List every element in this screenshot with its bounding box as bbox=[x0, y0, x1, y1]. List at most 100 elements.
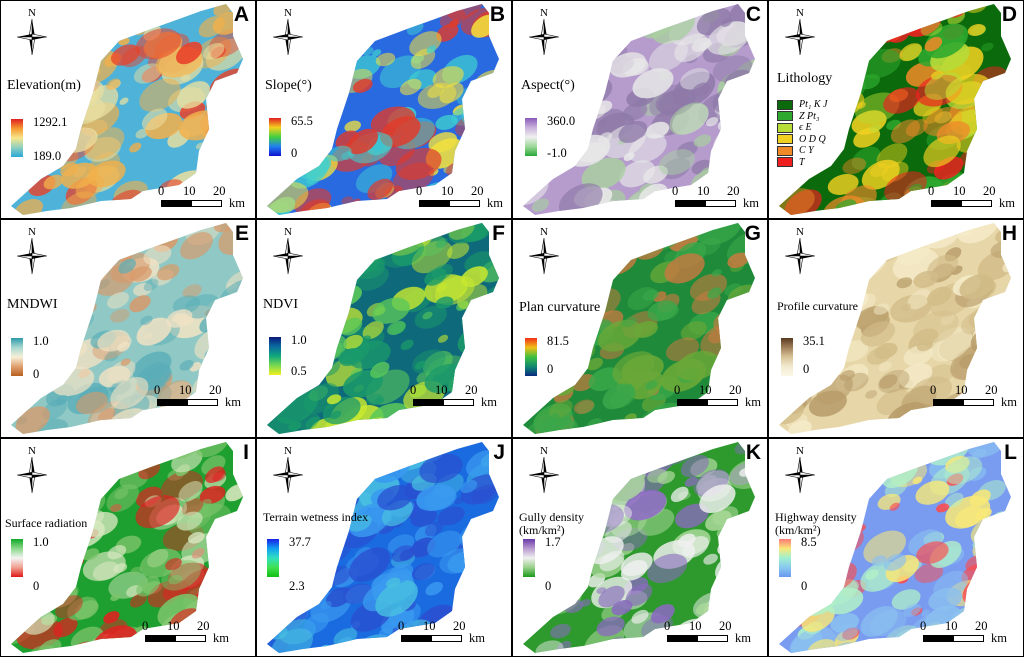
panel-letter: E bbox=[234, 222, 249, 245]
legend-max: 1.7 bbox=[545, 535, 561, 549]
scale-bar: 0 10 20 km bbox=[920, 619, 1007, 645]
scale-bar: 0 10 20 km bbox=[416, 184, 503, 210]
scale-bar: 0 10 20 km bbox=[672, 184, 759, 210]
study-area-map bbox=[267, 442, 499, 653]
legend-title: Lithology bbox=[777, 71, 833, 86]
scale-bar: 0 10 20 km bbox=[664, 619, 751, 645]
legend-min: 0 bbox=[545, 579, 552, 593]
panel-letter: G bbox=[744, 222, 761, 245]
legend-title: Surface radiation bbox=[5, 516, 88, 530]
legend-min: -1.0 bbox=[547, 146, 567, 160]
legend-min: 0 bbox=[547, 362, 554, 376]
map-panel-e: E N MNDWI 1.0 0 0 10 20 km bbox=[0, 219, 256, 438]
north-arrow-icon: N bbox=[783, 7, 817, 59]
north-arrow-icon: N bbox=[271, 7, 305, 59]
legend-title: Profile curvature bbox=[777, 299, 858, 313]
legend-min: 0.5 bbox=[291, 364, 307, 378]
color-ramp bbox=[523, 539, 535, 577]
legend-title: MNDWI bbox=[7, 297, 58, 312]
panel-letter: H bbox=[1001, 222, 1017, 245]
color-ramp bbox=[11, 338, 23, 376]
legend-min: 0 bbox=[801, 579, 808, 593]
legend-max: 65.5 bbox=[291, 114, 313, 128]
lithology-legend-item: ϵ E bbox=[777, 122, 827, 134]
north-arrow-icon: N bbox=[527, 226, 561, 278]
map-panel-i: I N Surface radiation 1.0 0 0 10 20 km bbox=[0, 438, 256, 657]
legend-max: 37.7 bbox=[289, 535, 311, 549]
color-ramp bbox=[269, 337, 281, 375]
map-panel-h: H N Profile curvature 35.1 0 0 10 20 km bbox=[768, 219, 1024, 438]
legend-title: Gully density (km/km²) bbox=[519, 510, 584, 537]
scale-bar: 0 10 20 km bbox=[398, 619, 485, 645]
north-arrow-icon: N bbox=[15, 445, 49, 497]
color-ramp bbox=[269, 118, 281, 156]
north-arrow-icon: N bbox=[783, 226, 817, 278]
map-panel-c: C N Aspect(°) 360.0 -1.0 0 10 20 km bbox=[512, 0, 768, 219]
study-area-map bbox=[779, 223, 1011, 434]
legend-min: 0 bbox=[291, 146, 298, 160]
scale-bar: 0 10 20 km bbox=[158, 184, 245, 210]
map-panel-f: F N NDVI 1.0 0.5 0 10 20 km bbox=[256, 219, 512, 438]
lithology-legend-item: C Y bbox=[777, 145, 827, 157]
lithology-legend-item: T bbox=[777, 157, 827, 169]
scale-bar: 0 10 20 km bbox=[142, 619, 229, 645]
scale-bar: 0 10 20 km bbox=[930, 383, 1017, 409]
north-arrow-icon: N bbox=[15, 226, 49, 278]
legend-title: Plan curvature bbox=[519, 300, 601, 315]
study-area-map bbox=[523, 223, 755, 434]
panel-letter: J bbox=[493, 441, 505, 464]
panel-letter: F bbox=[492, 222, 505, 245]
lithology-legend-item: O D Q bbox=[777, 134, 827, 146]
panel-letter: I bbox=[243, 441, 249, 464]
legend-title: Slope(°) bbox=[265, 78, 312, 93]
color-ramp bbox=[525, 338, 537, 376]
legend-title: Terrain wetness index bbox=[263, 510, 369, 524]
study-area-map bbox=[267, 223, 499, 434]
color-ramp bbox=[11, 119, 23, 157]
study-area-map bbox=[11, 4, 243, 215]
color-ramp bbox=[779, 539, 791, 577]
north-arrow-icon: N bbox=[271, 226, 305, 278]
north-arrow-icon: N bbox=[783, 445, 817, 497]
legend-title: Highway density (km/km²) bbox=[775, 510, 857, 537]
color-ramp bbox=[267, 539, 279, 577]
legend-min: 0 bbox=[803, 362, 810, 376]
legend-title: Aspect(°) bbox=[521, 78, 575, 93]
legend-max: 1292.1 bbox=[33, 115, 68, 129]
legend-max: 1.0 bbox=[33, 334, 49, 348]
north-arrow-icon: N bbox=[271, 445, 305, 497]
map-panel-l: L N Highway density (km/km²) 8.5 0 0 10 20… bbox=[768, 438, 1024, 657]
north-arrow-icon: N bbox=[15, 7, 49, 59]
color-ramp bbox=[781, 338, 793, 376]
lithology-legend-item: Pt₁ K J bbox=[777, 99, 827, 111]
north-arrow-icon: N bbox=[527, 445, 561, 497]
legend-min: 0 bbox=[33, 367, 40, 381]
map-panel-b: B N Slope(°) 65.5 0 0 10 20 km bbox=[256, 0, 512, 219]
legend-max: 1.0 bbox=[33, 535, 49, 549]
study-area-map bbox=[523, 4, 755, 215]
panel-letter: C bbox=[745, 3, 761, 26]
legend-max: 360.0 bbox=[547, 114, 576, 128]
study-area-map bbox=[523, 442, 755, 653]
legend-min: 189.0 bbox=[33, 149, 62, 163]
color-ramp bbox=[11, 539, 23, 577]
study-area-map bbox=[267, 4, 499, 215]
legend-max: 81.5 bbox=[547, 334, 569, 348]
panel-letter: B bbox=[489, 3, 505, 26]
map-panel-a: A N Elevation(m) 1292.1 189.0 0 10 20 km bbox=[0, 0, 256, 219]
panel-letter: D bbox=[1001, 3, 1017, 26]
map-panel-k: K N Gully density (km/km²) 1.7 0 0 10 20 k… bbox=[512, 438, 768, 657]
north-arrow-icon: N bbox=[527, 7, 561, 59]
panel-letter: A bbox=[233, 3, 249, 26]
lithology-legend-item: Z Pt₃ bbox=[777, 111, 827, 123]
legend-max: 1.0 bbox=[291, 333, 307, 347]
scale-bar: 0 10 20 km bbox=[154, 383, 241, 409]
map-panel-j: J N Terrain wetness index 37.7 2.3 0 10 20… bbox=[256, 438, 512, 657]
study-area-map bbox=[11, 223, 243, 434]
legend-title: NDVI bbox=[263, 297, 298, 312]
legend-min: 0 bbox=[33, 579, 40, 593]
color-ramp bbox=[525, 118, 537, 156]
